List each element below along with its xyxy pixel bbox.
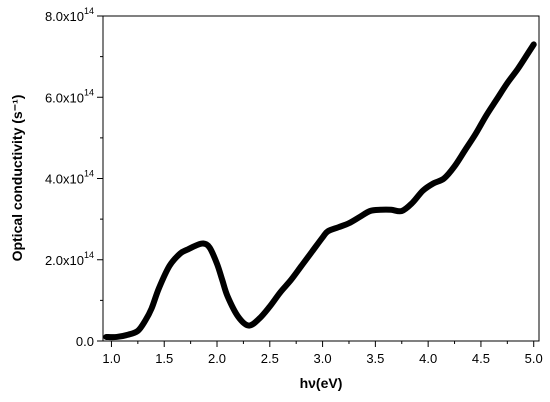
x-tick-label: 2.0 [208, 351, 226, 366]
y-tick-label: 0.0 [76, 334, 94, 349]
x-tick-label: 3.0 [314, 351, 332, 366]
x-tick-label: 4.5 [472, 351, 490, 366]
y-tick-label: 8.0x1014 [45, 6, 94, 24]
axis-tick-labels: 1.0 1.5 2.0 2.5 3.0 3.5 4.0 4.5 5.0 0.0 2.0x1014 4.… [45, 6, 543, 366]
plot-frame [102, 15, 540, 342]
y-tick-label: 4.0x1014 [45, 169, 94, 187]
y-axis-title: Optical conductivity (s⁻¹) [9, 95, 25, 262]
x-tick-label: 4.0 [419, 351, 437, 366]
x-tick-label: 1.0 [102, 351, 120, 366]
x-axis-title: hν(eV) [300, 375, 343, 391]
x-tick-label: 5.0 [525, 351, 543, 366]
y-tick-label: 2.0x1014 [45, 250, 94, 268]
axis-ticks [97, 15, 535, 347]
series-line [103, 41, 537, 341]
x-tick-label: 1.5 [155, 351, 173, 366]
x-tick-label: 2.5 [261, 351, 279, 366]
y-tick-label: 6.0x1014 [45, 87, 94, 105]
x-tick-label: 3.5 [366, 351, 384, 366]
